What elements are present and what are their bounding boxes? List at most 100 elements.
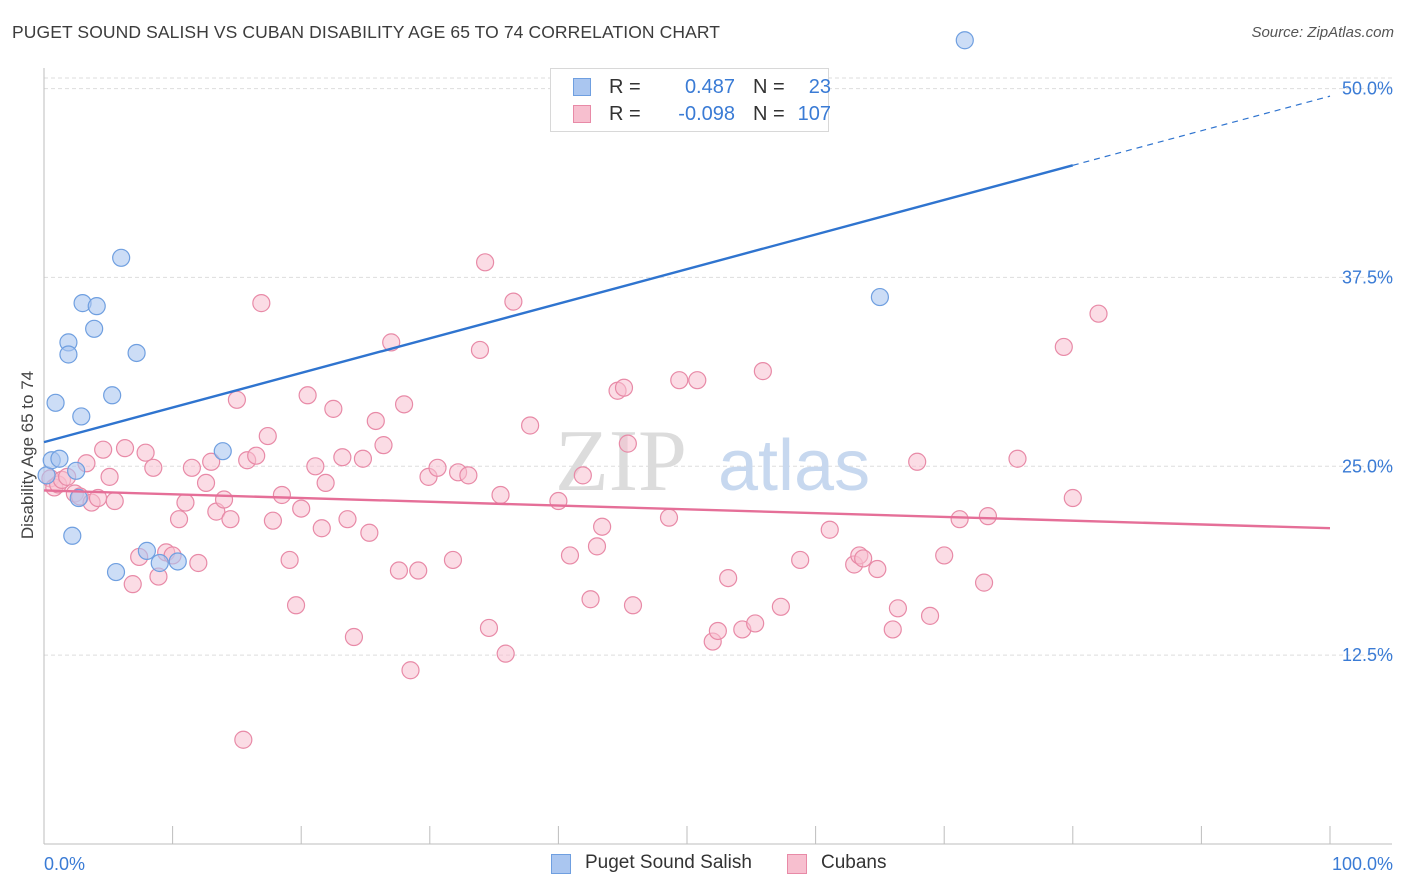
cubans-point	[504, 292, 523, 311]
cubans-point	[560, 546, 580, 565]
cubans-point	[136, 443, 155, 462]
legend-n-label: N =	[753, 103, 785, 125]
cubans-point	[169, 510, 189, 529]
cubans-point	[115, 439, 135, 458]
cubans-point	[581, 590, 600, 609]
x-tick-label-min: 0.0%	[44, 854, 85, 874]
cubans-point	[623, 596, 643, 615]
cubans-point	[252, 294, 271, 313]
watermark-atlas: atlas	[718, 426, 870, 506]
cubans-point	[746, 614, 765, 633]
cubans-point	[353, 449, 373, 468]
y-tick-label: 25.0%	[1342, 456, 1393, 476]
cubans-point	[771, 597, 790, 616]
cubans-point	[221, 510, 240, 529]
y-axis-label: Disability Age 65 to 74	[18, 370, 37, 540]
cubans-point	[100, 467, 119, 486]
cubans-trend-line	[43, 489, 1331, 530]
cubans-point	[202, 452, 221, 471]
watermark-zip: ZIP	[555, 413, 687, 510]
cubans-point	[475, 253, 495, 272]
cubans-point	[394, 395, 414, 414]
chart-title: PUGET SOUND SALISH VS CUBAN DISABILITY A…	[12, 22, 721, 42]
cubans-point	[280, 550, 299, 570]
cubans-point	[196, 473, 216, 493]
cubans-point	[401, 661, 420, 680]
puget-sound-salish-point	[87, 297, 106, 316]
legend-swatch-blue	[551, 854, 571, 874]
y-tick-label: 37.5%	[1342, 267, 1393, 287]
cubans-point	[389, 561, 409, 580]
cubans-point	[428, 458, 447, 477]
puget-sound-salish-point	[63, 526, 82, 545]
cubans-point	[935, 546, 954, 565]
cubans-point	[688, 371, 707, 390]
puget-sound-salish-point	[112, 248, 131, 267]
puget-sound-salish-point	[67, 461, 86, 480]
cubans-point	[316, 473, 335, 493]
tick-labels: 12.5% 25.0% 37.5% 50.0% 0.0% 100.0%	[44, 79, 1393, 874]
cubans-point	[1054, 337, 1073, 357]
puget-sound-salish-point	[59, 345, 78, 364]
y-tick-label: 12.5%	[1342, 645, 1393, 665]
legend-swatch-pink	[573, 105, 591, 123]
cubans-point	[306, 457, 325, 476]
cubans-point	[105, 491, 124, 511]
cubans-point	[459, 466, 478, 485]
puget-sound-salish-trend-extension	[1072, 95, 1331, 166]
cubans-point	[312, 519, 331, 538]
puget-sound-salish-point	[85, 319, 104, 338]
cubans-point	[360, 523, 379, 542]
puget-sound-salish-point	[127, 343, 146, 363]
cubans-point	[719, 568, 738, 588]
puget-sound-salish-trend-line	[43, 164, 1074, 444]
cubans-point	[470, 340, 490, 360]
cubans-point	[258, 426, 277, 446]
legend-r-label: R =	[609, 76, 641, 98]
cubans-point	[189, 553, 208, 573]
legend-r-value: 0.487	[684, 76, 735, 98]
cubans-point	[908, 452, 927, 471]
cubans-point	[333, 448, 352, 467]
y-tick-label: 50.0%	[1342, 79, 1393, 99]
cubans-point	[366, 411, 385, 431]
cubans-point	[791, 550, 810, 570]
cubans-point	[868, 559, 887, 579]
legend-n-value: 107	[797, 103, 831, 125]
cubans-point	[549, 491, 568, 511]
cubans-point	[234, 730, 253, 749]
cubans-point	[820, 520, 839, 539]
cubans-point	[587, 537, 607, 556]
cubans-point	[618, 434, 637, 453]
puget-sound-salish-point	[37, 466, 56, 485]
cubans-point	[496, 644, 515, 663]
cubans-point	[344, 627, 364, 647]
puget-sound-salish-point	[870, 287, 890, 307]
cubans-point	[292, 499, 311, 518]
puget-sound-salish-point	[72, 407, 91, 426]
cubans-point	[670, 371, 689, 390]
cubans-point	[227, 390, 246, 409]
legend-label-puget-sound-salish: Puget Sound Salish	[585, 852, 752, 873]
cubans-point	[888, 599, 908, 618]
cubans-point	[443, 550, 463, 570]
cubans-point	[479, 618, 499, 638]
puget-sound-salish-point	[106, 562, 126, 582]
cubans-points	[41, 253, 1108, 749]
cubans-point	[409, 561, 428, 580]
puget-sound-salish-point	[46, 393, 65, 412]
puget-sound-salish-point	[50, 449, 69, 468]
cubans-point	[854, 549, 873, 568]
cubans-point	[978, 507, 998, 526]
cubans-point	[491, 485, 510, 505]
cubans-point	[94, 440, 113, 459]
cubans-point	[338, 510, 357, 529]
cubans-point	[324, 399, 343, 418]
puget-sound-salish-point	[137, 541, 156, 560]
legend-n-value: 23	[808, 76, 831, 98]
puget-sound-salish-point	[168, 552, 187, 571]
puget-sound-salish-point	[955, 31, 974, 50]
puget-sound-salish-point	[103, 386, 122, 405]
puget-sound-salish-point	[69, 488, 88, 508]
